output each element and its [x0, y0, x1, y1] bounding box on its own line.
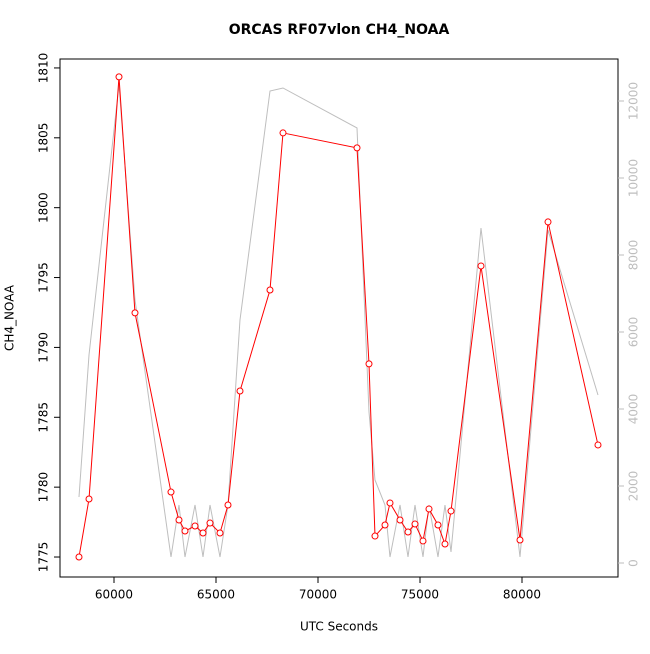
y-tick-label: 1785 [37, 402, 51, 433]
point [386, 499, 394, 507]
y-tick-label: 1800 [37, 192, 51, 223]
point [381, 521, 389, 529]
point [396, 516, 404, 524]
point [181, 527, 189, 535]
y2-tick-label: 0 [627, 559, 641, 567]
point [175, 516, 183, 524]
point [516, 536, 524, 544]
point [216, 529, 224, 537]
point [75, 553, 83, 561]
point [279, 129, 287, 137]
point [236, 387, 244, 395]
point [199, 529, 207, 537]
point [371, 532, 379, 540]
point [411, 520, 419, 528]
point [167, 488, 175, 496]
point [404, 528, 412, 536]
y2-tick-label: 4000 [627, 394, 641, 425]
y2-tick-label: 2000 [627, 471, 641, 502]
point [425, 505, 433, 513]
point [477, 262, 485, 270]
point [224, 501, 232, 509]
point [434, 521, 442, 529]
point [353, 144, 361, 152]
y-axis-label: CH4_NOAA [3, 284, 17, 351]
x-tick-label: 80000 [503, 588, 541, 602]
point [266, 286, 274, 294]
series-line [78, 84, 599, 558]
y-tick-label: 1775 [37, 542, 51, 573]
y-tick-label: 1780 [37, 472, 51, 503]
series-line [78, 76, 599, 558]
y2-tick-label: 10000 [627, 159, 641, 197]
x-tick-label: 60000 [95, 588, 133, 602]
chart-title: ORCAS RF07vlon CH4_NOAA [229, 22, 450, 38]
y-tick-label: 1790 [37, 332, 51, 363]
point [131, 309, 139, 317]
plot-frame [59, 58, 619, 578]
point [206, 519, 214, 527]
point [594, 441, 602, 449]
y2-tick-label: 6000 [627, 317, 641, 348]
y2-tick-label: 8000 [627, 240, 641, 271]
y2-tick-label: 12000 [627, 82, 641, 120]
point [85, 495, 93, 503]
y-tick-label: 1810 [37, 53, 51, 84]
y-tick-label: 1795 [37, 262, 51, 293]
point [441, 540, 449, 548]
x-tick-label: 65000 [197, 588, 235, 602]
point [115, 73, 123, 81]
y-tick-label: 1805 [37, 123, 51, 154]
x-tick-label: 70000 [299, 588, 337, 602]
point [365, 360, 373, 368]
point [191, 522, 199, 530]
x-tick-label: 75000 [401, 588, 439, 602]
point [447, 507, 455, 515]
point [544, 218, 552, 226]
x-axis-label: UTC Seconds [300, 620, 378, 634]
point [419, 537, 427, 545]
